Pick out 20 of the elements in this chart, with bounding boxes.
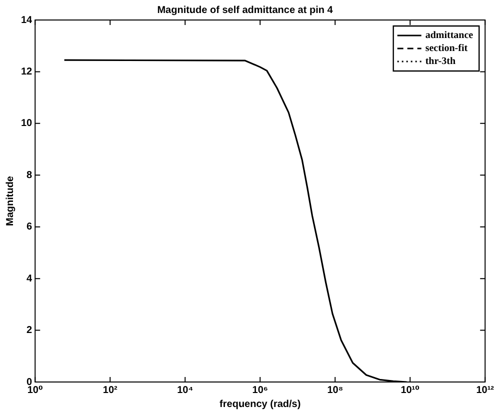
x-axis-title: frequency (rad/s) — [220, 398, 301, 410]
x-tick-label: 10⁸ — [327, 384, 344, 396]
y-tick-label: 6 — [26, 222, 33, 233]
x-tick-label: 10⁶ — [252, 384, 268, 396]
x-tick-label: 10⁴ — [177, 384, 194, 396]
y-tick-label: 2 — [26, 325, 33, 336]
legend-label: section-fit — [425, 43, 468, 54]
x-tick-label: 10² — [102, 384, 118, 396]
y-tick-label: 12 — [21, 66, 33, 78]
x-tick-label: 10¹² — [476, 384, 495, 396]
y-tick-label: 4 — [26, 273, 33, 284]
y-axis-title: Magnitude — [4, 176, 16, 226]
y-tick-label: 10 — [21, 118, 33, 130]
x-tick-label: 10¹⁰ — [400, 384, 420, 396]
y-tick-label: 8 — [26, 170, 33, 181]
legend-label: admittance — [425, 30, 474, 42]
x-tick-label: 10⁰ — [27, 384, 43, 396]
y-tick-label: 14 — [21, 14, 33, 26]
legend-label: thr-3th — [425, 56, 456, 68]
chart-title: Magnitude of self admittance at pin 4 — [157, 4, 334, 16]
